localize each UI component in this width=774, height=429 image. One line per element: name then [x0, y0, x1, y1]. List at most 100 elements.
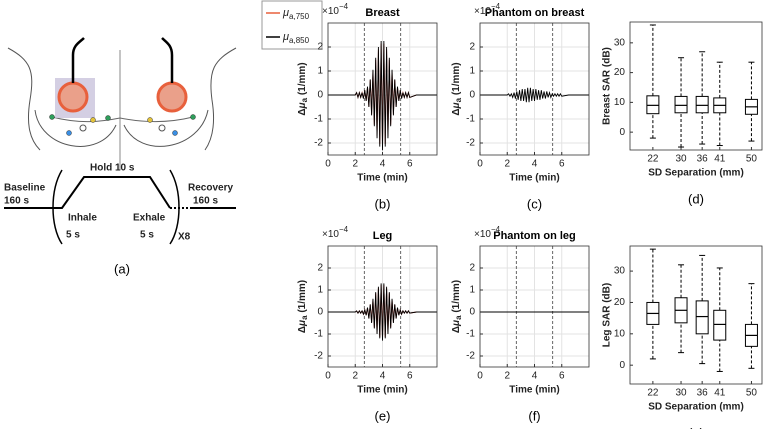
- exponent-base: ×10: [322, 229, 339, 240]
- y-tick-label: 10: [614, 97, 626, 108]
- x-axis-label: Time (min): [509, 385, 559, 396]
- x-tick-label: 50: [746, 154, 758, 165]
- y-label-subscript: a: [454, 315, 463, 320]
- y-tick-label: 30: [614, 37, 626, 48]
- y-tick-label: 1: [469, 285, 475, 296]
- label: Exhale: [133, 213, 166, 224]
- plot-frame: [479, 22, 590, 156]
- legend-label: μa,850: [282, 31, 310, 45]
- label: 5 s: [66, 230, 80, 241]
- legend-symbol: μ: [282, 7, 289, 19]
- chart-panel: 0 2 4 6 -2 -1 0 1 2 Time (min) (b) Breast ×10−4 Δμa (…: [297, 2, 438, 211]
- y-tick-label: 0: [469, 307, 475, 318]
- x-axis-label: SD Separation (mm): [648, 168, 744, 179]
- y-tick-label: -2: [314, 138, 323, 149]
- x-tick-label: 4: [380, 371, 386, 382]
- x-tick-label: 6: [407, 159, 413, 170]
- y-tick-label: 2: [469, 263, 475, 274]
- chart-title: Leg: [373, 230, 393, 242]
- exponent-base: ×10: [474, 229, 491, 240]
- y-tick-label: 1: [469, 66, 475, 77]
- chart-panel: 0 2 4 6 -2 -1 0 1 2 Time (min) (e) Leg ×10−4 Δμa (1/m…: [297, 225, 438, 423]
- label: 160 s: [193, 196, 218, 207]
- y-axis-label: Δμa (1/mm): [451, 280, 463, 333]
- y-tick-label: -2: [466, 351, 475, 362]
- y-label-symbol: μ: [451, 102, 462, 109]
- x-tick-label: 36: [697, 388, 709, 399]
- y-label-subscript: a: [300, 315, 309, 320]
- y-label-subscript: a: [300, 97, 309, 102]
- y-tick-label: 0: [619, 127, 625, 138]
- x-tick-label: 41: [714, 388, 726, 399]
- exponent-base: ×10: [474, 6, 491, 17]
- box: [695, 95, 709, 114]
- panel-label: (b): [375, 196, 391, 211]
- y-tick-label: 0: [469, 90, 475, 101]
- timeline-labels: Baseline 160 s Hold 10 s Inhale 5 s Exha…: [4, 163, 233, 243]
- probe: [156, 81, 188, 113]
- box: [695, 300, 709, 335]
- y-axis-label: Δμa (1/mm): [297, 62, 309, 115]
- y-label-suffix: (1/mm): [297, 280, 308, 316]
- nipple: [158, 124, 166, 132]
- bracket: [52, 169, 63, 245]
- y-tick-label: 1: [317, 285, 323, 296]
- bracket: [169, 169, 180, 245]
- y-tick-label: -2: [466, 138, 475, 149]
- x-tick-label: 6: [559, 371, 565, 382]
- x-axis-label: Time (min): [357, 385, 407, 396]
- y-tick-label: 2: [317, 42, 323, 53]
- legend-subscript: a,850: [289, 36, 310, 45]
- x-tick-label: 6: [559, 159, 565, 170]
- exponent-power: −4: [491, 2, 501, 11]
- x-tick-label: 0: [325, 371, 331, 382]
- x-tick-label: 22: [647, 388, 659, 399]
- signal-line: [328, 40, 437, 151]
- exponent-base: ×10: [322, 6, 339, 17]
- y-tick-label: -1: [314, 329, 323, 340]
- y-tick-label: -2: [314, 351, 323, 362]
- y-label-subscript: a: [454, 97, 463, 102]
- nipple: [79, 124, 87, 132]
- exponent-label: ×10−4: [322, 225, 349, 240]
- x-tick-label: 0: [325, 159, 331, 170]
- legend-label: μa,750: [282, 7, 310, 21]
- exponent-label: ×10−4: [474, 225, 501, 240]
- y-axis-label: Δμa (1/mm): [451, 62, 463, 115]
- y-tick-label: 10: [614, 328, 626, 339]
- chart-title: Phantom on leg: [493, 230, 576, 242]
- x-tick-label: 4: [380, 159, 386, 170]
- breast-outline: [123, 109, 209, 147]
- x-tick-label: 22: [647, 154, 659, 165]
- label: Hold 10 s: [90, 163, 135, 174]
- label: Recovery: [188, 183, 233, 194]
- y-tick-label: -1: [466, 114, 475, 125]
- y-label-prefix: Δ: [451, 326, 462, 333]
- x-tick-label: 2: [352, 159, 358, 170]
- x-tick-label: 4: [532, 371, 538, 382]
- x-tick-label: 41: [714, 154, 726, 165]
- plot-frame: [629, 245, 763, 385]
- box: [674, 95, 688, 114]
- panel-label: (a): [114, 261, 130, 276]
- legend-box: [261, 0, 323, 50]
- exponent-power: −4: [339, 225, 349, 234]
- y-tick-label: 0: [317, 90, 323, 101]
- panel-label: (d): [688, 191, 704, 206]
- y-tick-label: 20: [614, 67, 626, 78]
- breast-outline: [34, 109, 117, 147]
- y-label-symbol: μ: [297, 102, 308, 109]
- source: [66, 130, 72, 136]
- x-tick-label: 30: [675, 154, 687, 165]
- timeline-line: [4, 176, 171, 209]
- detector: [190, 114, 196, 120]
- y-tick-label: 20: [614, 297, 626, 308]
- exponent-power: −4: [491, 225, 501, 234]
- x-axis-label: SD Separation (mm): [648, 402, 744, 413]
- y-label-symbol: μ: [451, 320, 462, 327]
- box: [713, 309, 727, 341]
- y-tick-label: 2: [469, 42, 475, 53]
